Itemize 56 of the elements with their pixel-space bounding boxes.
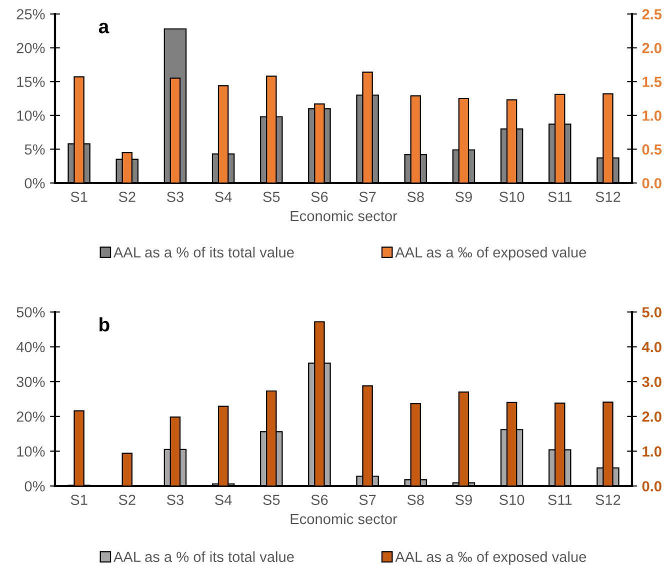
x-tick-label: S8: [407, 192, 424, 202]
y-tick-label: 10%: [17, 446, 45, 457]
x-tick-label: S10: [499, 494, 524, 506]
y2-tick-label: 1.0: [642, 110, 662, 121]
y-tick-label: 5%: [24, 144, 45, 155]
x-tick-label: S7: [359, 192, 376, 202]
y2-tick-label: 2.0: [642, 42, 662, 54]
x-tick-label: S2: [118, 494, 136, 506]
y2-tick-label: 0.5: [642, 144, 662, 155]
x-tick-label: S10: [499, 192, 524, 202]
x-tick-label: S3: [166, 494, 184, 506]
y-tick-label: 10%: [17, 110, 45, 121]
x-tick-label: S4: [215, 192, 232, 202]
x-tick-label: S7: [359, 494, 376, 506]
y-tick-label: 20%: [16, 42, 45, 54]
legend-label: AAL as a ‰ of exposed value: [395, 246, 586, 260]
x-tick-label: S9: [455, 494, 472, 506]
x-tick-label: S5: [263, 192, 280, 202]
y2-tick-label: 2.5: [642, 9, 662, 20]
y-tick-label: 30%: [16, 376, 45, 388]
x-tick-label: S8: [407, 494, 424, 506]
x-tick-label: S4: [215, 494, 232, 506]
x-tick-label: S12: [596, 192, 620, 202]
x-tick-label: S6: [311, 494, 328, 506]
x-tick-label: S6: [311, 192, 328, 202]
legend-label: AAL as a % of its total value: [113, 551, 294, 562]
y-tick-label: 25%: [16, 9, 45, 20]
x-tick-label: S11: [548, 494, 572, 506]
y-tick-label: 50%: [16, 307, 45, 318]
x-tick-label: S11: [548, 192, 572, 202]
x-tick-label: S12: [596, 494, 620, 506]
annotation: b: [100, 317, 110, 332]
x-tick-label: S1: [70, 192, 88, 202]
x-tick-label: S5: [263, 494, 280, 506]
y2-tick-label: 1.0: [642, 446, 662, 457]
y2-tick-label: 1.5: [642, 76, 662, 88]
x-tick-label: S1: [70, 494, 88, 506]
y2-tick-label: 3.0: [642, 376, 662, 388]
y2-tick-label: 5.0: [642, 307, 662, 318]
annotation: a: [98, 22, 110, 34]
x-axis-title: Economic sector: [290, 210, 398, 222]
y-tick-label: 0%: [24, 178, 45, 188]
x-tick-label: S2: [118, 192, 136, 202]
y-tick-label: 15%: [17, 76, 45, 88]
y2-tick-label: 0.0: [642, 178, 662, 188]
x-tick-label: S3: [166, 192, 184, 202]
x-tick-label: S9: [455, 192, 472, 202]
y-tick-label: 40%: [16, 342, 45, 352]
legend-label: AAL as a % of its total value: [113, 246, 294, 258]
legend-label: AAL as a ‰ of exposed value: [395, 551, 586, 565]
x-axis-title: Economic sector: [290, 513, 398, 524]
y2-tick-label: 0.0: [642, 481, 662, 492]
y2-tick-label: 2.0: [642, 412, 662, 422]
y-tick-label: 20%: [16, 412, 45, 422]
y2-tick-label: 4.0: [642, 342, 662, 352]
y-tick-label: 0%: [24, 481, 45, 492]
